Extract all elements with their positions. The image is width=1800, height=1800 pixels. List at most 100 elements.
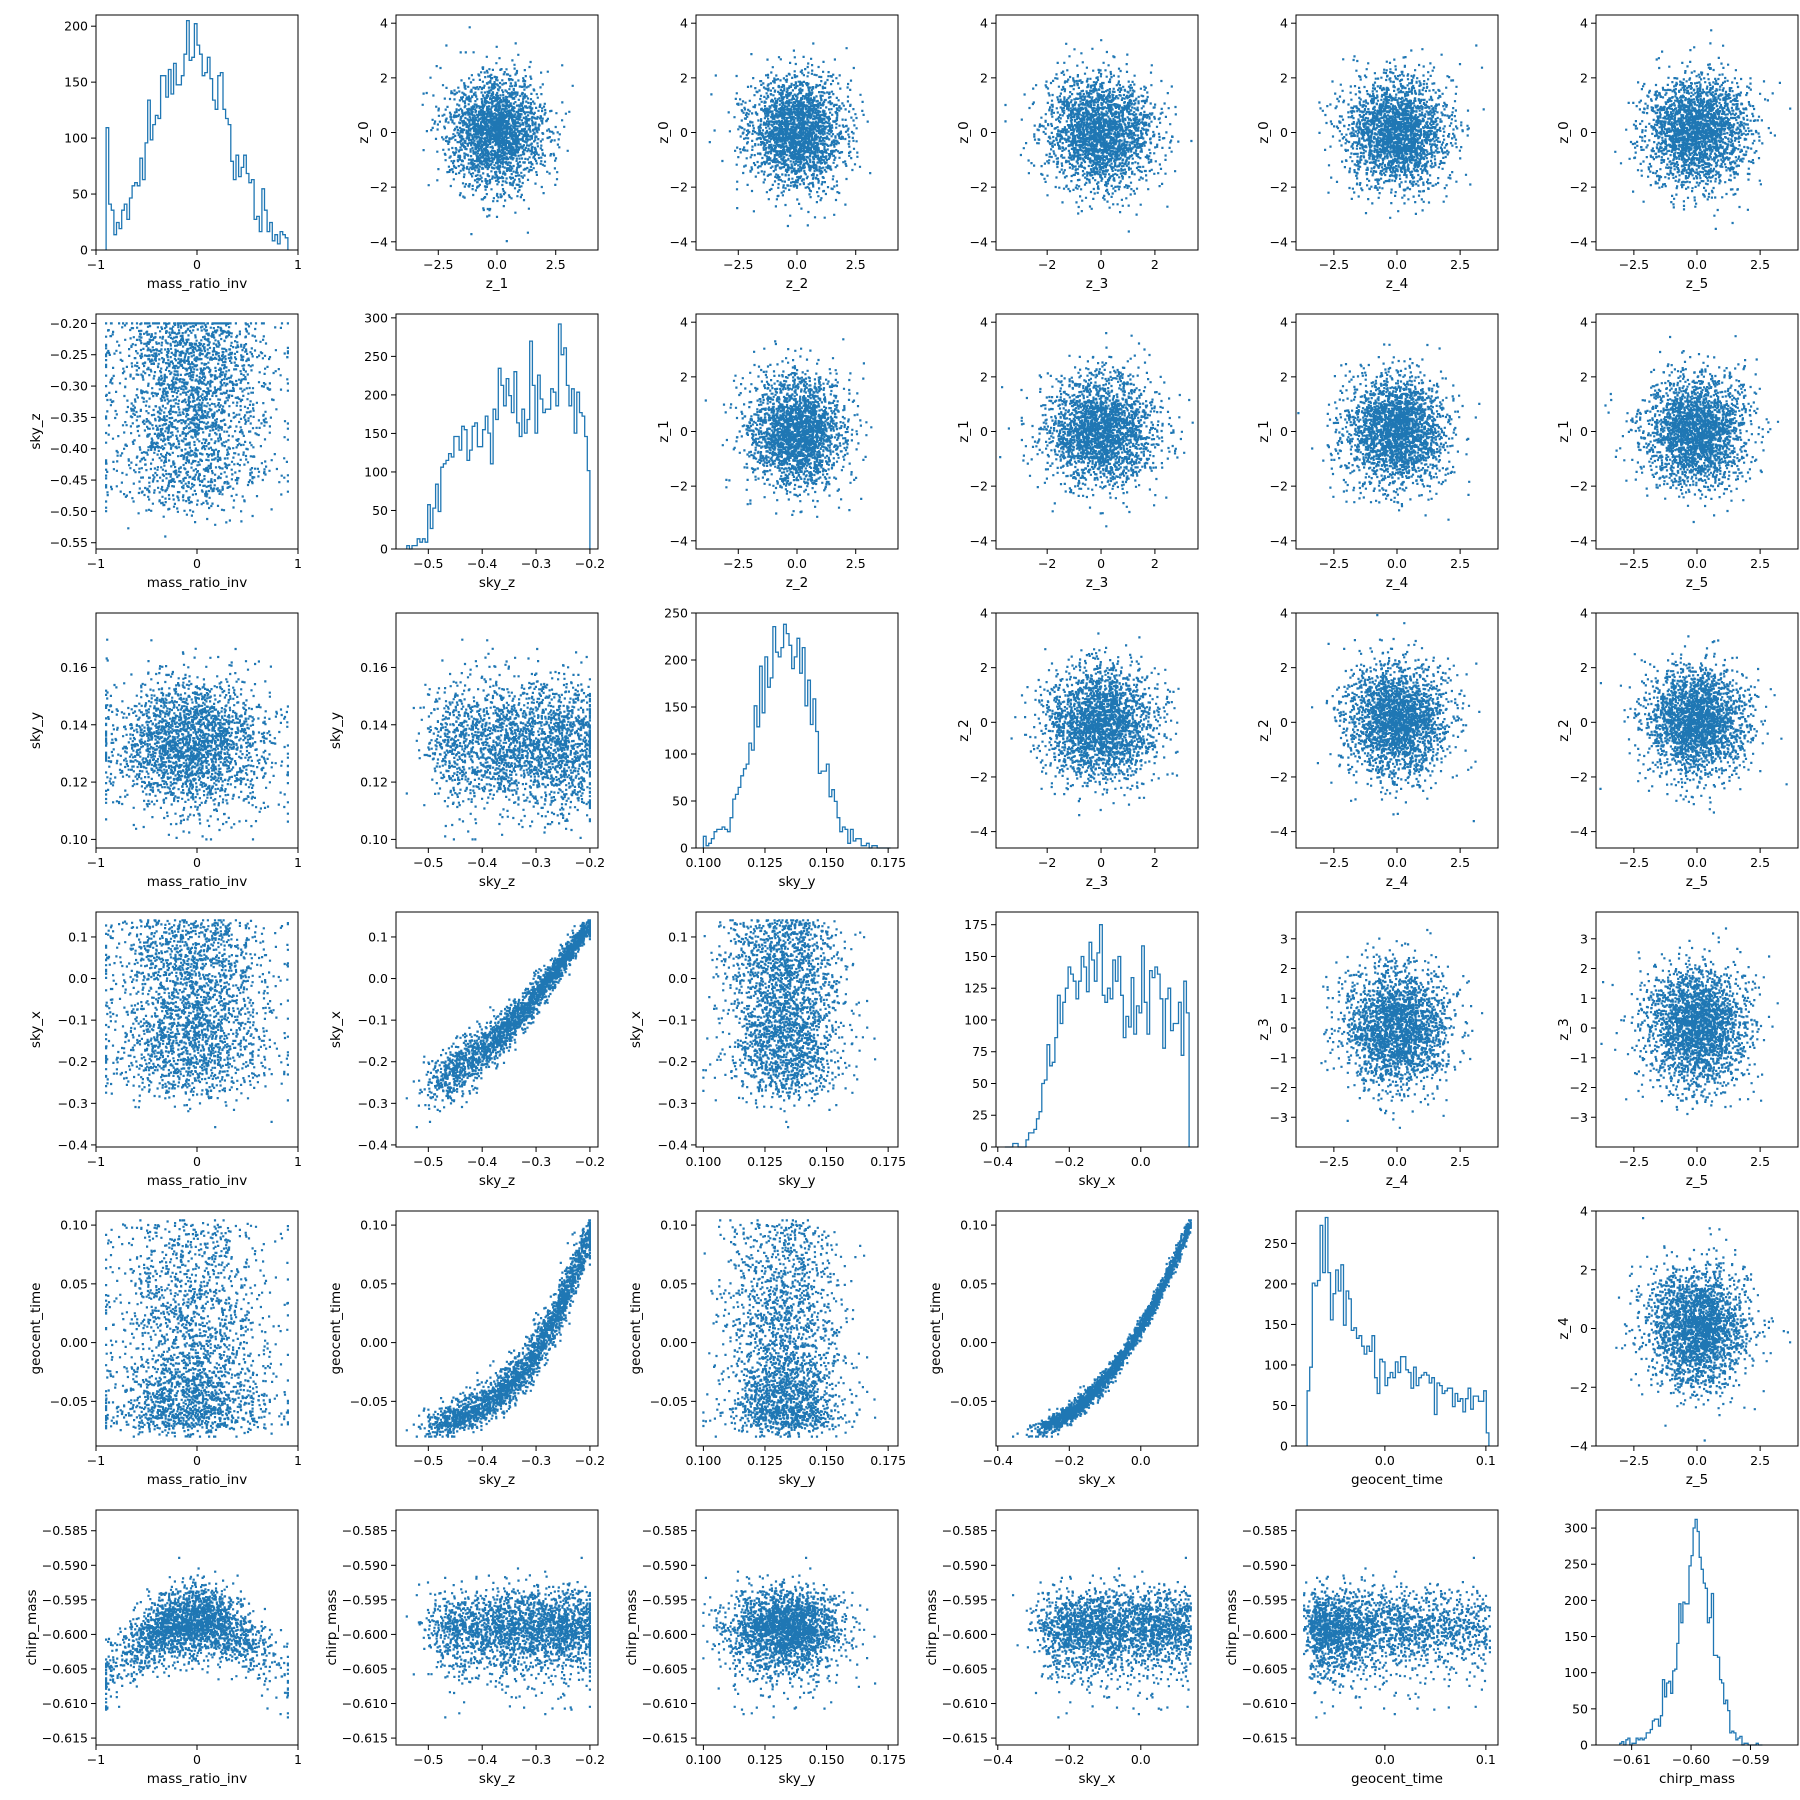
y-tick-label: 0.05 [360, 1276, 388, 1291]
y-tick-label: 0 [980, 715, 988, 730]
scatter-points [1297, 343, 1481, 521]
x-tick-label: −2.5 [1319, 1154, 1349, 1169]
y-tick-label: −0.2 [58, 1054, 88, 1069]
y-tick-label: −0.615 [1242, 1731, 1288, 1746]
y-tick-label: −0.600 [642, 1627, 688, 1642]
y-tick-label: 4 [1280, 16, 1288, 31]
y-tick-label: 0 [1580, 424, 1588, 439]
x-tick-label: 0.175 [870, 1752, 906, 1767]
y-tick-label: 0.1 [68, 929, 88, 944]
x-tick-label: 2.5 [1750, 855, 1770, 870]
y-tick-label: 150 [1564, 1629, 1588, 1644]
axes-frame [95, 911, 299, 1148]
x-tick-label: −0.2 [575, 1154, 605, 1169]
y-tick-label: 0.00 [360, 1335, 388, 1350]
y-tick-label: 4 [1280, 606, 1288, 621]
x-axis-label: z_5 [1686, 1472, 1708, 1488]
subplot-r5-c5: −0.61 −0.60 −0.59 0 50 100 150 200 250 300 chirp_m… [1564, 1509, 1799, 1787]
x-axis-label: z_4 [1386, 874, 1408, 890]
y-tick-label: 4 [680, 315, 688, 330]
y-tick-label: 0 [1580, 1021, 1588, 1036]
y-tick-label: 0 [1280, 125, 1288, 140]
x-tick-label: −0.2 [1054, 1154, 1084, 1169]
x-tick-label: −2.5 [1619, 1453, 1649, 1468]
y-tick-label: −0.615 [342, 1731, 388, 1746]
y-tick-label: −0.605 [642, 1661, 688, 1676]
subplot-r5-c1: −0.5 −0.4 −0.3 −0.2 −0.615 −0.610 −0.605 −0.600… [324, 1509, 605, 1787]
y-axis-label: z_2 [1556, 719, 1572, 741]
y-axis-label: geocent_time [28, 1283, 44, 1375]
x-axis-label: sky_y [778, 874, 815, 890]
x-tick-label: 2 [1151, 556, 1159, 571]
x-tick-label: 2.5 [1450, 1154, 1470, 1169]
y-tick-label: −2 [670, 180, 688, 195]
x-axis-label: z_4 [1386, 575, 1408, 591]
y-tick-label: 200 [1564, 1593, 1588, 1608]
subplot-r1-c2: −2.5 0.0 2.5 −4 −2 0 2 4 z_2 z_1 [656, 313, 899, 591]
subplot-r1-c4: −2.5 0.0 2.5 −4 −2 0 2 4 z_4 z_1 [1256, 313, 1499, 591]
y-tick-label: 2 [680, 70, 688, 85]
y-axis-label: chirp_mass [1224, 1589, 1240, 1665]
subplot-r0-c1: −2.5 0.0 2.5 −4 −2 0 2 4 z_1 z_0 [356, 14, 599, 292]
y-tick-label: −2 [1570, 769, 1588, 784]
y-tick-label: −0.20 [50, 316, 88, 331]
histogram-chirp_mass [1619, 1518, 1763, 1746]
scatter-points [105, 1556, 289, 1719]
y-tick-label: 0.10 [60, 1218, 88, 1233]
x-axis-label: sky_z [479, 575, 515, 591]
x-tick-label: −2.5 [1619, 855, 1649, 870]
y-tick-label: 0.10 [60, 832, 88, 847]
histogram-geocent_time [1306, 1216, 1490, 1446]
x-axis-label: z_5 [1686, 575, 1708, 591]
x-tick-label: 0 [193, 257, 201, 272]
axes-frame [395, 1509, 599, 1746]
x-axis-label: z_2 [786, 575, 808, 591]
y-axis-label: geocent_time [328, 1283, 344, 1375]
y-tick-label: 4 [980, 315, 988, 330]
y-tick-label: −0.590 [342, 1558, 388, 1573]
y-axis-label: chirp_mass [924, 1589, 940, 1665]
subplot-r4-c0: −1 0 1 −0.05 0.00 0.05 0.10 mass_ratio_inv geoce… [28, 1210, 302, 1488]
y-tick-label: 0 [680, 424, 688, 439]
y-tick-label: −0.600 [42, 1627, 88, 1642]
x-tick-label: 0.100 [685, 855, 721, 870]
y-tick-label: 4 [1580, 16, 1588, 31]
subplot-r4-c4: 0.0 0.1 0 50 100 150 200 250 geocent_time [1264, 1210, 1499, 1488]
subplot-r2-c1: −0.5 −0.4 −0.3 −0.2 0.10 0.12 0.14 0.16 sky_z sky… [328, 612, 605, 890]
y-tick-label: −0.610 [42, 1696, 88, 1711]
x-tick-label: 0 [1097, 257, 1105, 272]
y-axis-label: sky_x [628, 1011, 644, 1048]
x-axis-label: z_3 [1086, 874, 1108, 890]
y-tick-label: 50 [972, 1076, 988, 1091]
x-axis-label: mass_ratio_inv [147, 1472, 247, 1488]
subplot-r3-c2: 0.100 0.125 0.150 0.175 −0.4 −0.3 −0.2 −0.1 0.0 0… [628, 911, 906, 1189]
x-axis-label: geocent_time [1351, 1771, 1443, 1787]
y-tick-label: −2 [370, 180, 388, 195]
y-tick-label: 2 [1580, 369, 1588, 384]
y-tick-label: −0.1 [58, 1013, 88, 1028]
x-tick-label: −0.61 [1612, 1752, 1650, 1767]
histogram-sky_x [1004, 924, 1190, 1148]
y-tick-label: 0 [1580, 1321, 1588, 1336]
y-tick-label: 0.1 [368, 929, 388, 944]
y-axis-label: chirp_mass [24, 1589, 40, 1665]
y-tick-label: 0 [380, 125, 388, 140]
x-tick-label: 1 [294, 1453, 302, 1468]
y-tick-label: 2 [680, 369, 688, 384]
x-tick-label: −2 [1038, 855, 1056, 870]
axes-frame [995, 1509, 1199, 1746]
x-tick-label: −2.5 [1619, 257, 1649, 272]
subplot-r1-c3: −2 0 2 −4 −2 0 2 4 z_3 z_1 [956, 313, 1199, 591]
y-tick-label: 300 [1564, 1521, 1588, 1536]
y-tick-label: 2 [1580, 70, 1588, 85]
y-axis-label: z_0 [1256, 121, 1272, 143]
x-tick-label: 1 [294, 257, 302, 272]
x-tick-label: 0.0 [1687, 1154, 1707, 1169]
y-tick-label: 0 [980, 125, 988, 140]
y-axis-label: sky_y [28, 712, 44, 749]
y-tick-label: 100 [64, 131, 88, 146]
y-tick-label: 0.10 [960, 1218, 988, 1233]
y-tick-label: 2 [1580, 961, 1588, 976]
x-tick-label: −0.2 [575, 556, 605, 571]
y-tick-label: 100 [664, 747, 688, 762]
